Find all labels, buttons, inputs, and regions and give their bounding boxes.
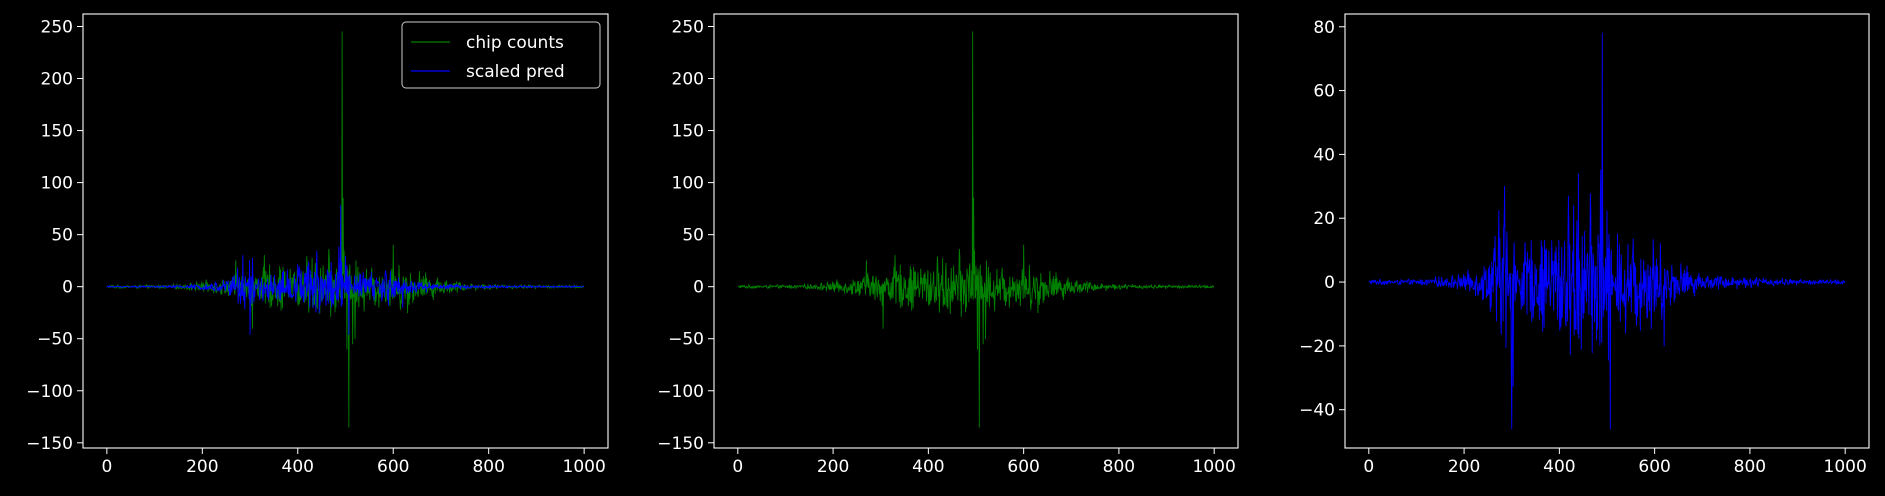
x-tick-label: 800 — [1103, 457, 1135, 477]
x-tick-label: 800 — [472, 457, 504, 477]
y-tick-label: 50 — [51, 226, 73, 246]
x-tick-label: 400 — [912, 457, 944, 477]
y-tick-label: 0 — [1324, 273, 1335, 293]
y-tick-label: 250 — [41, 17, 73, 37]
plot-area — [1368, 32, 1846, 430]
legend: chip counts scaled pred — [401, 21, 601, 89]
x-tick-label: 800 — [1734, 457, 1766, 477]
x-tick-label: 0 — [732, 457, 743, 477]
x-tick-label: 600 — [1007, 457, 1039, 477]
y-tick-label: −40 — [1299, 401, 1335, 421]
y-tick-label: −20 — [1299, 337, 1335, 357]
y-tick-label: 60 — [1313, 82, 1335, 102]
y-tick-label: 150 — [41, 122, 73, 142]
subplot-3: 0 200 400 600 800 1000 −40 −20 0 20 40 60 80 — [1299, 13, 1870, 477]
y-tick-label: 200 — [41, 70, 73, 90]
subplot-1: 0 200 400 600 800 1000 −150 −100 −50 0 50 100 150 200… — [26, 13, 609, 477]
axes-frame — [713, 13, 1239, 449]
y-tick-label: −100 — [657, 382, 704, 402]
subplots: 0 200 400 600 800 1000−150−100−50050100150200… — [26, 13, 1870, 477]
axes-frame — [82, 13, 609, 449]
plot-area — [737, 31, 1215, 428]
x-tick-label: 600 — [377, 457, 409, 477]
x-tick-label: 600 — [1638, 457, 1670, 477]
x-tick-label: 200 — [817, 457, 849, 477]
y-tick-label: 200 — [672, 70, 704, 90]
y-tick-label: 250 — [672, 17, 704, 37]
y-tick-label: 0 — [62, 278, 73, 298]
y-tick-label: 80 — [1313, 18, 1335, 38]
y-tick-label: 0 — [693, 278, 704, 298]
subplot-2: 0 200 400 600 800 1000 −150 −100 −50 0 50 100 150 200… — [657, 13, 1239, 477]
y-tick-label: 20 — [1313, 209, 1335, 229]
x-tick-label: 1000 — [1193, 457, 1236, 477]
y-tick-label: 100 — [672, 174, 704, 194]
legend-label: scaled pred — [466, 62, 565, 82]
x-tick-label: 0 — [1363, 457, 1374, 477]
series-line-scaled-pred — [106, 205, 585, 336]
axes-frame — [1344, 13, 1870, 449]
y-tick-label: −50 — [668, 330, 704, 350]
legend-box — [401, 21, 601, 89]
series-line-s1 — [737, 31, 1215, 428]
legend-label: chip counts — [466, 33, 564, 53]
y-tick-label: 40 — [1313, 145, 1335, 165]
x-tick-label: 400 — [1543, 457, 1575, 477]
plot-area — [106, 31, 585, 428]
x-tick-label: 200 — [186, 457, 218, 477]
y-tick-label: 150 — [672, 122, 704, 142]
y-tick-label: 100 — [41, 174, 73, 194]
x-tick-label: 1000 — [1824, 457, 1867, 477]
y-tick-label: −50 — [37, 330, 73, 350]
y-tick-label: 50 — [682, 226, 704, 246]
x-tick-label: 1000 — [563, 457, 606, 477]
y-tick-label: −100 — [26, 382, 73, 402]
x-tick-label: 200 — [1448, 457, 1480, 477]
x-tick-label: 400 — [282, 457, 314, 477]
series-line-s1 — [1368, 32, 1846, 430]
y-tick-label: −150 — [657, 434, 704, 454]
y-tick-label: −150 — [26, 434, 73, 454]
x-tick-label: 0 — [101, 457, 112, 477]
